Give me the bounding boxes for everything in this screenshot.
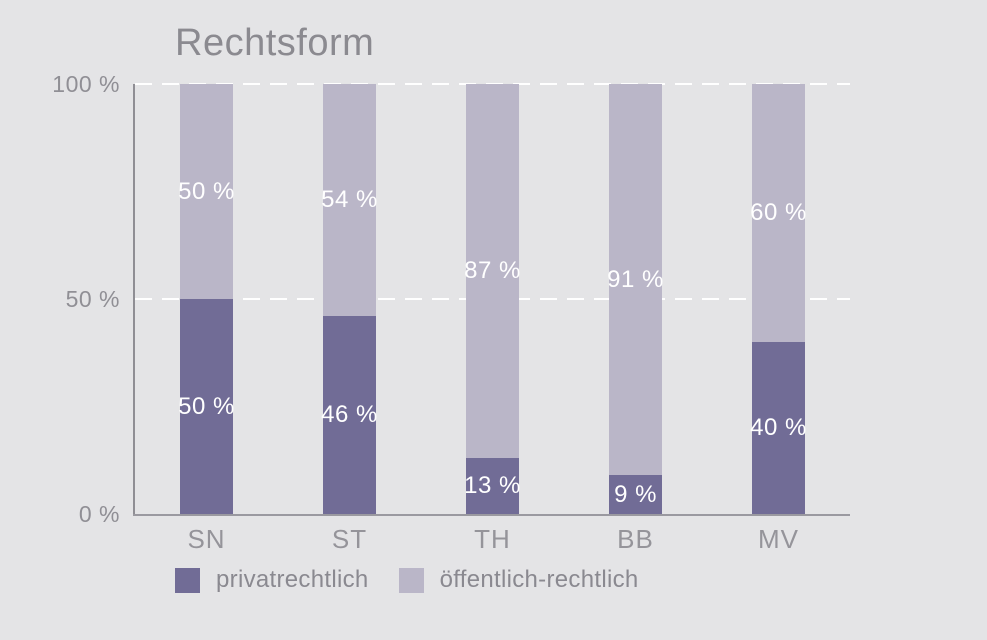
segment-value-label: 60 %: [750, 199, 807, 226]
x-category-label-st: ST: [331, 524, 368, 554]
bar-segment-öffentlich-rechtlich: 60 %: [750, 84, 807, 342]
bar-segment-öffentlich-rechtlich: 91 %: [607, 84, 664, 476]
x-axis-line: [133, 514, 850, 516]
bar-st: 46 % 54 %: [321, 84, 378, 514]
x-category-label-mv: MV: [758, 524, 799, 554]
segment-value-label: 50 %: [178, 177, 235, 205]
gridline-100: [135, 83, 850, 85]
legend-swatch-icon: [398, 567, 424, 593]
bar-segment-privatrechtlich: 13 %: [464, 458, 521, 514]
y-tick-label-50: 50 %: [65, 286, 120, 312]
legend-item-öffentlich-rechtlich: öffentlich-rechtlich: [398, 566, 639, 594]
bar-segment-öffentlich-rechtlich: 87 %: [464, 84, 521, 459]
segment-value-label: 50 %: [178, 392, 235, 420]
bar-segment-öffentlich-rechtlich: 50 %: [178, 84, 235, 299]
y-tick-label-100: 100 %: [52, 71, 120, 97]
bar-mv: 40 % 60 %: [750, 84, 807, 514]
bar-segment-öffentlich-rechtlich: 54 %: [321, 84, 378, 317]
segment-value-label: 91 %: [607, 265, 664, 293]
legend-label: öffentlich-rechtlich: [439, 566, 639, 593]
x-category-label-th: TH: [474, 524, 511, 554]
chart-title: Rechtsform: [175, 22, 375, 64]
legend-swatch-icon: [175, 567, 200, 593]
plot-area: 50 % 50 % 46 % 54 % 13 % 87 % 9 % 91 % 40 % 60 %: [133, 83, 850, 516]
segment-value-label: 40 %: [750, 414, 807, 441]
bar-bb: 9 % 91 %: [607, 84, 664, 514]
segment-value-label: 87 %: [464, 257, 521, 285]
y-axis-line: [133, 84, 135, 516]
bar-th: 13 % 87 %: [464, 84, 521, 514]
bar-segment-privatrechtlich: 50 %: [178, 299, 235, 514]
segment-value-label: 13 %: [464, 472, 521, 500]
y-tick-label-0: 0 %: [78, 501, 120, 527]
segment-value-label: 54 %: [321, 186, 378, 214]
bar-segment-privatrechtlich: 9 %: [609, 475, 662, 514]
legend-item-privatrechtlich: privatrechtlich: [175, 566, 369, 594]
segment-value-label: 46 %: [321, 401, 378, 429]
bar-segment-privatrechtlich: 40 %: [750, 342, 807, 514]
x-category-label-sn: SN: [187, 524, 226, 554]
bar-sn: 50 % 50 %: [178, 84, 235, 514]
legend-label: privatrechtlich: [216, 566, 369, 593]
x-category-label-bb: BB: [617, 524, 654, 554]
bar-segment-privatrechtlich: 46 %: [321, 316, 378, 514]
legend: privatrechtlich öffentlich-rechtlich: [175, 566, 639, 594]
segment-value-label: 9 %: [614, 480, 657, 508]
